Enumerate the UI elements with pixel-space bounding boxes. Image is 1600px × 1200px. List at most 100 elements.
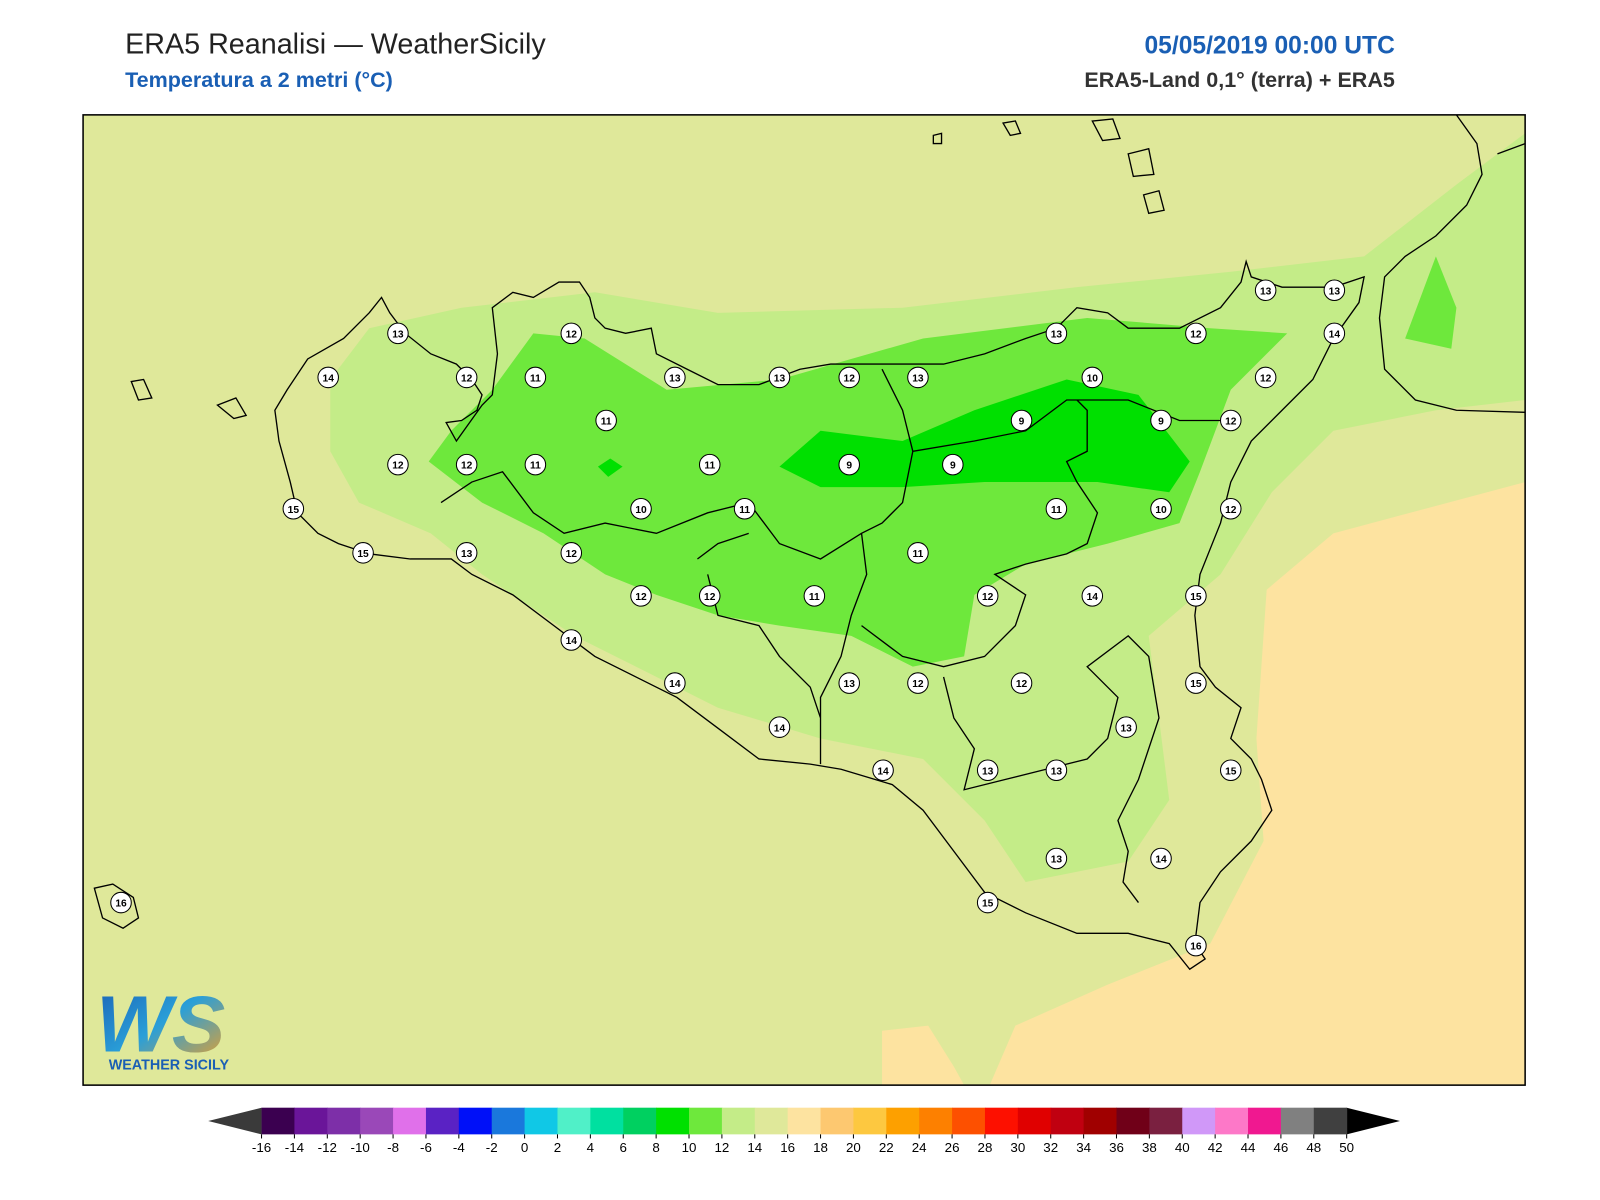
colorbar-segment xyxy=(984,1107,1019,1135)
station-marker xyxy=(1185,322,1207,345)
station-value: 14 xyxy=(1329,329,1341,340)
station-value: 13 xyxy=(669,374,681,385)
station-value: 10 xyxy=(1155,505,1167,516)
colorbar-tick-label: -2 xyxy=(486,1140,498,1155)
station-value: 9 xyxy=(950,461,956,472)
station-value: 12 xyxy=(461,374,473,385)
station-marker xyxy=(838,672,860,694)
station-marker xyxy=(595,409,617,432)
colorbar-tick-label: 30 xyxy=(1010,1140,1025,1155)
colorbar-segment xyxy=(853,1107,887,1135)
station-marker xyxy=(803,585,826,607)
colorbar-segment xyxy=(721,1107,756,1135)
colorbar-segment xyxy=(425,1107,460,1135)
colorbar-segment xyxy=(1050,1107,1085,1135)
colorbar-segment xyxy=(491,1107,526,1135)
station-value: 13 xyxy=(1051,766,1063,777)
colorbar-segment xyxy=(1083,1107,1118,1135)
station-value: 14 xyxy=(1087,592,1099,603)
station-marker xyxy=(560,629,583,651)
colorbar-segment xyxy=(590,1107,624,1135)
station-marker xyxy=(698,585,721,607)
station-value: 15 xyxy=(1225,766,1237,777)
station-value: 13 xyxy=(1260,286,1272,297)
station-value: 12 xyxy=(912,679,924,690)
station-marker xyxy=(1220,409,1242,432)
coastline xyxy=(1378,114,1526,413)
station-value: 9 xyxy=(1158,417,1164,428)
colorbar-segment xyxy=(623,1107,657,1135)
station-value: 13 xyxy=(461,549,473,560)
colorbar-tick-label: -16 xyxy=(252,1140,271,1155)
colorbar-segment xyxy=(557,1107,591,1135)
station-value: 12 xyxy=(1016,679,1028,690)
station-value: 11 xyxy=(530,461,541,472)
station-marker xyxy=(664,366,686,389)
station-marker xyxy=(524,453,547,476)
station-marker xyxy=(560,542,583,564)
colorbar-tick-label: 28 xyxy=(978,1140,993,1155)
station-marker xyxy=(976,891,999,914)
colorbar-segment xyxy=(820,1107,854,1135)
station-marker xyxy=(698,453,721,476)
station-value: 12 xyxy=(392,461,404,472)
station-marker xyxy=(942,453,964,476)
station-value: 10 xyxy=(635,505,647,516)
station-marker xyxy=(907,542,929,564)
station-marker xyxy=(455,542,478,564)
colorbar: -16 -14 -12 -10 -8 -6 -4 -2 0 2 4 6 8 10 12 14 16 18 20 22 2… xyxy=(208,1107,1400,1155)
map-frame xyxy=(82,114,1526,1086)
station-value: 9 xyxy=(1019,417,1025,428)
station-marker xyxy=(1010,409,1033,432)
colorbar-tick-label: 12 xyxy=(714,1140,729,1155)
colorbar-tick-label: 36 xyxy=(1109,1140,1124,1155)
station-marker xyxy=(976,585,999,607)
station-marker xyxy=(352,542,374,564)
station-marker xyxy=(1150,847,1172,870)
colorbar-tick-label: 18 xyxy=(813,1140,828,1155)
station-value: 13 xyxy=(844,679,856,690)
colorbar-tick-label: 0 xyxy=(521,1140,528,1155)
station-value: 11 xyxy=(913,549,924,560)
station-marker xyxy=(1045,847,1068,870)
station-value: 11 xyxy=(530,374,541,385)
logo: WS WEATHER SICILY xyxy=(96,979,229,1073)
station-marker xyxy=(733,497,756,520)
station-marker xyxy=(1185,672,1207,694)
station-value: 11 xyxy=(601,417,612,428)
station-marker xyxy=(455,453,478,476)
colorbar-segment xyxy=(458,1107,493,1135)
colorbar-segment xyxy=(1248,1107,1282,1135)
colorbar-tick-label: -4 xyxy=(453,1140,465,1155)
station-marker xyxy=(976,759,999,782)
colorbar-segment xyxy=(787,1107,822,1135)
colorbar-extend-high xyxy=(1346,1107,1400,1135)
station-marker xyxy=(1115,716,1137,738)
station-value: 9 xyxy=(846,461,852,472)
colorbar-tick-label: 44 xyxy=(1241,1140,1256,1155)
station-marker xyxy=(872,759,894,782)
datetime: 05/05/2019 00:00 UTC xyxy=(1144,32,1395,59)
colorbar-tick-label: 16 xyxy=(780,1140,795,1155)
station-marker xyxy=(1323,322,1346,345)
station-marker xyxy=(664,672,686,694)
station-marker xyxy=(1045,759,1068,782)
station-marker xyxy=(1220,759,1242,782)
island xyxy=(93,118,1165,929)
logo-text: WEATHER SICILY xyxy=(109,1058,230,1074)
colorbar-extend-low xyxy=(208,1107,262,1135)
station-value: 11 xyxy=(704,461,715,472)
station-marker xyxy=(1323,279,1346,302)
station-value: 12 xyxy=(566,329,578,340)
station-value: 12 xyxy=(1190,329,1202,340)
station-marker xyxy=(838,366,860,389)
colorbar-tick-label: 48 xyxy=(1306,1140,1321,1155)
station-value: 15 xyxy=(982,899,994,910)
station-marker xyxy=(387,453,409,476)
field-8-10 xyxy=(779,379,1190,493)
colorbar-tick-label: -12 xyxy=(318,1140,337,1155)
coastline xyxy=(274,259,1365,971)
colorbar-segment xyxy=(952,1107,986,1135)
station-marker xyxy=(768,716,791,738)
